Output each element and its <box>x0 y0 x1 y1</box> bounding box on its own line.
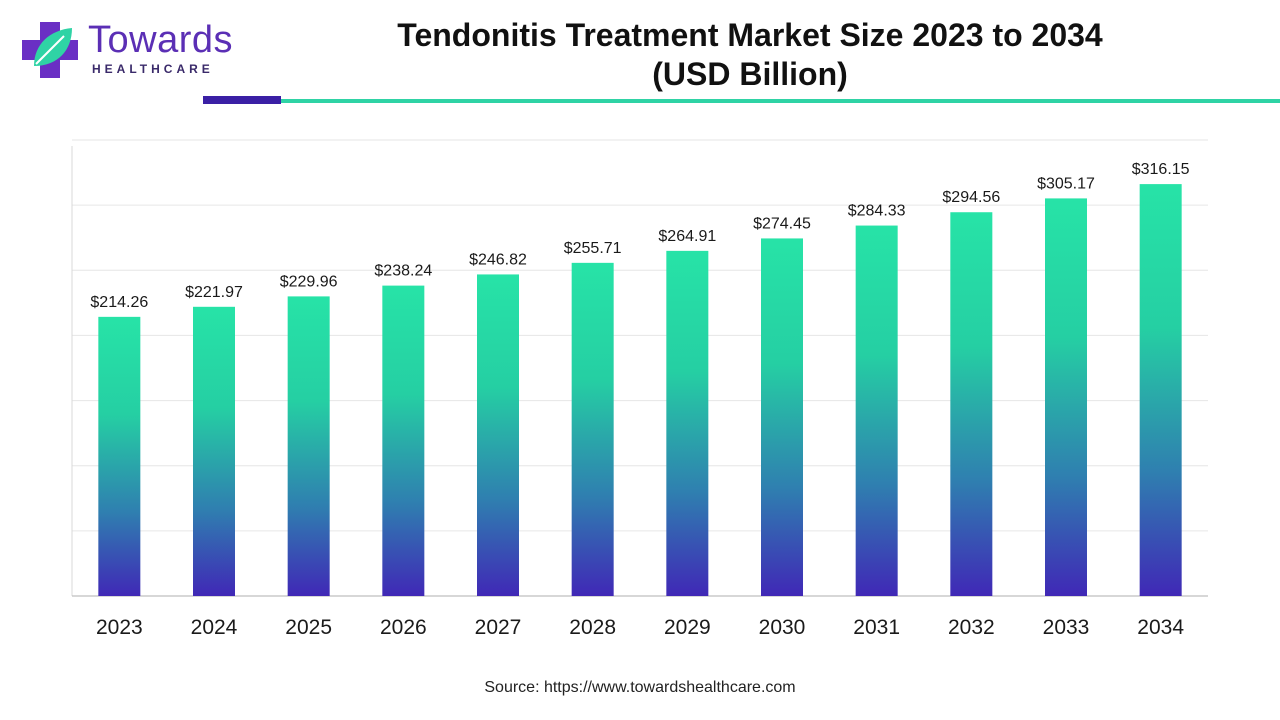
bar-2026 <box>382 285 425 596</box>
medical-cross-leaf-icon <box>22 22 78 78</box>
source-note: Source: https://www.towardshealthcare.co… <box>484 679 796 696</box>
x-tick-2027: 2027 <box>475 616 522 639</box>
x-tick-2024: 2024 <box>191 616 238 639</box>
bar-2023 <box>98 316 141 596</box>
x-tick-2028: 2028 <box>569 616 616 639</box>
x-tick-2033: 2033 <box>1043 616 1090 639</box>
brand-tagline: HEALTHCARE <box>92 62 214 76</box>
value-label-2024: $221.97 <box>185 284 243 301</box>
bar-2030 <box>761 238 803 596</box>
bar-chart: $214.26 $221.97 $229.96 $238.24 $246.82 $255.… <box>71 139 1208 639</box>
gridlines <box>71 139 1208 597</box>
x-tick-2023: 2023 <box>96 616 143 639</box>
title-underline <box>281 99 1280 103</box>
value-label-2034: $316.15 <box>1132 161 1190 178</box>
title-underline-accent <box>203 96 281 104</box>
x-tick-2031: 2031 <box>853 616 900 639</box>
value-label-2028: $255.71 <box>564 240 622 257</box>
value-label-2027: $246.82 <box>469 251 527 268</box>
chart-title-line-1: Tendonitis Treatment Market Size 2023 to… <box>397 17 1103 53</box>
chart-title-line-2: (USD Billion) <box>652 56 848 92</box>
x-tick-2032: 2032 <box>948 616 995 639</box>
bar-2034 <box>1139 184 1182 596</box>
bar-2028 <box>571 262 614 596</box>
x-tick-2029: 2029 <box>664 616 711 639</box>
bar-2024 <box>193 306 235 596</box>
x-tick-2026: 2026 <box>380 616 427 639</box>
value-label-2029: $264.91 <box>658 228 716 245</box>
value-label-2023: $214.26 <box>90 294 148 311</box>
x-tick-2034: 2034 <box>1137 616 1184 639</box>
bar-2027 <box>477 274 519 596</box>
x-tick-2025: 2025 <box>285 616 332 639</box>
value-label-2031: $284.33 <box>848 203 906 220</box>
x-axis-ticks: 2023 2024 2025 2026 2027 2028 2029 2030 2031 2032… <box>96 616 1184 639</box>
chart-title: Tendonitis Treatment Market Size 2023 to… <box>300 16 1200 94</box>
value-label-2030: $274.45 <box>753 215 811 232</box>
bar-2031 <box>855 225 898 596</box>
bar-2033 <box>1045 198 1087 596</box>
bars <box>98 184 1182 596</box>
value-label-2026: $238.24 <box>374 263 432 280</box>
value-label-2025: $229.96 <box>280 273 338 290</box>
bar-2029 <box>666 250 709 596</box>
x-tick-2030: 2030 <box>759 616 806 639</box>
bar-2032 <box>950 212 993 596</box>
value-label-2032: $294.56 <box>942 189 1000 206</box>
bar-2025 <box>287 296 330 596</box>
value-label-2033: $305.17 <box>1037 175 1095 192</box>
brand-logo: Towards HEALTHCARE <box>20 18 240 82</box>
brand-name: Towards <box>88 19 233 61</box>
value-labels: $214.26 $221.97 $229.96 $238.24 $246.82 $255.… <box>90 161 1189 311</box>
